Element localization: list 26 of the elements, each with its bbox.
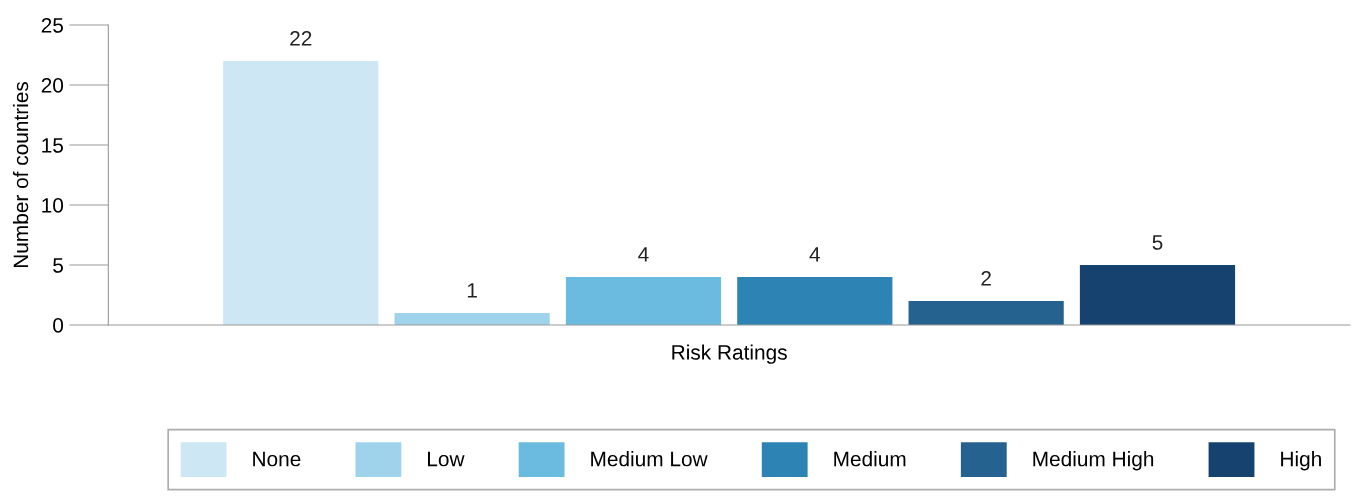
legend-label: High <box>1281 451 1321 471</box>
bar <box>223 61 379 325</box>
y-axis-title: Number of countries <box>12 81 29 268</box>
bar <box>394 313 550 325</box>
y-tick-label: 5 <box>53 258 63 273</box>
y-tick-label: 10 <box>42 198 64 213</box>
data-label: 4 <box>809 247 820 262</box>
legend-label: Medium High <box>1033 451 1154 471</box>
data-label: 1 <box>467 283 477 298</box>
bar <box>565 277 722 325</box>
x-tick-label: Risk Ratings <box>672 344 787 364</box>
bar <box>1079 265 1236 325</box>
y-tick-label: 25 <box>41 18 63 33</box>
legend-label: Medium <box>834 451 906 467</box>
data-label: 22 <box>290 31 312 46</box>
y-tick-label: 20 <box>41 78 64 93</box>
bar <box>908 301 1064 325</box>
legend-label: None <box>253 451 301 467</box>
legend-label: Medium Low <box>591 451 708 467</box>
data-label: 2 <box>981 271 991 286</box>
y-tick-label: 0 <box>53 318 64 333</box>
data-label: 4 <box>638 247 649 262</box>
data-label: 5 <box>1152 235 1163 250</box>
legend-label: Low <box>428 451 465 467</box>
y-tick-label: 15 <box>42 138 63 153</box>
bar <box>737 277 893 325</box>
